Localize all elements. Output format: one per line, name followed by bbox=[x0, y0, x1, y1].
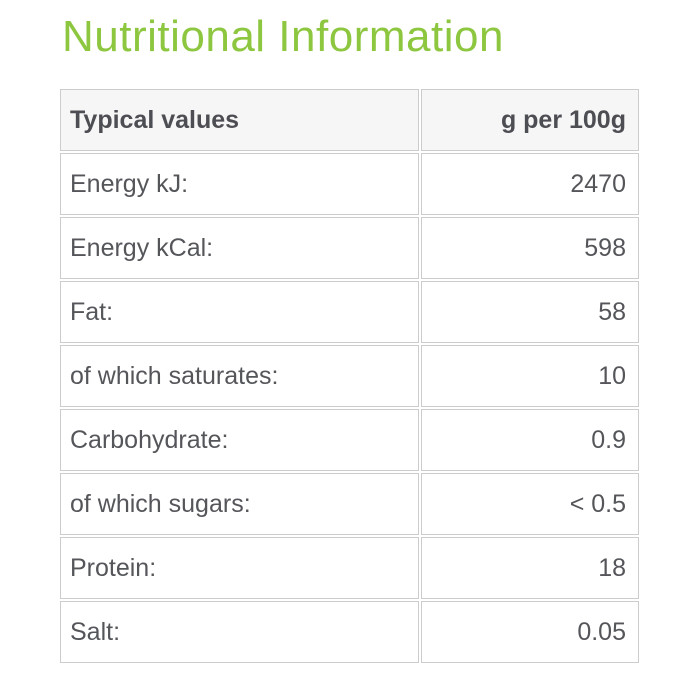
row-label: of which sugars: bbox=[60, 472, 419, 535]
table-row: Protein: 18 bbox=[60, 536, 639, 599]
row-value: 2470 bbox=[421, 152, 639, 215]
row-label: Salt: bbox=[60, 600, 419, 663]
row-label: Fat: bbox=[60, 280, 419, 343]
row-value: 10 bbox=[421, 344, 639, 407]
table-row: Energy kCal: 598 bbox=[60, 216, 639, 279]
row-label: Energy kJ: bbox=[60, 152, 419, 215]
row-value: 0.05 bbox=[421, 600, 639, 663]
row-value: 18 bbox=[421, 536, 639, 599]
row-label: of which saturates: bbox=[60, 344, 419, 407]
nutrition-table: Typical values g per 100g Energy kJ: 247… bbox=[58, 87, 641, 665]
row-label: Energy kCal: bbox=[60, 216, 419, 279]
row-value: < 0.5 bbox=[421, 472, 639, 535]
header-typical-values: Typical values bbox=[60, 88, 419, 151]
table-row: Salt: 0.05 bbox=[60, 600, 639, 663]
row-label: Protein: bbox=[60, 536, 419, 599]
row-label: Carbohydrate: bbox=[60, 408, 419, 471]
table-row: Fat: 58 bbox=[60, 280, 639, 343]
header-g-per-100g: g per 100g bbox=[421, 88, 639, 151]
page-container: Nutritional Information Typical values g… bbox=[58, 12, 641, 665]
table-row: of which saturates: 10 bbox=[60, 344, 639, 407]
row-value: 0.9 bbox=[421, 408, 639, 471]
row-value: 598 bbox=[421, 216, 639, 279]
table-row: Energy kJ: 2470 bbox=[60, 152, 639, 215]
table-row: of which sugars: < 0.5 bbox=[60, 472, 639, 535]
row-value: 58 bbox=[421, 280, 639, 343]
page-title: Nutritional Information bbox=[62, 12, 504, 61]
table-row: Carbohydrate: 0.9 bbox=[60, 408, 639, 471]
table-header-row: Typical values g per 100g bbox=[60, 88, 639, 151]
